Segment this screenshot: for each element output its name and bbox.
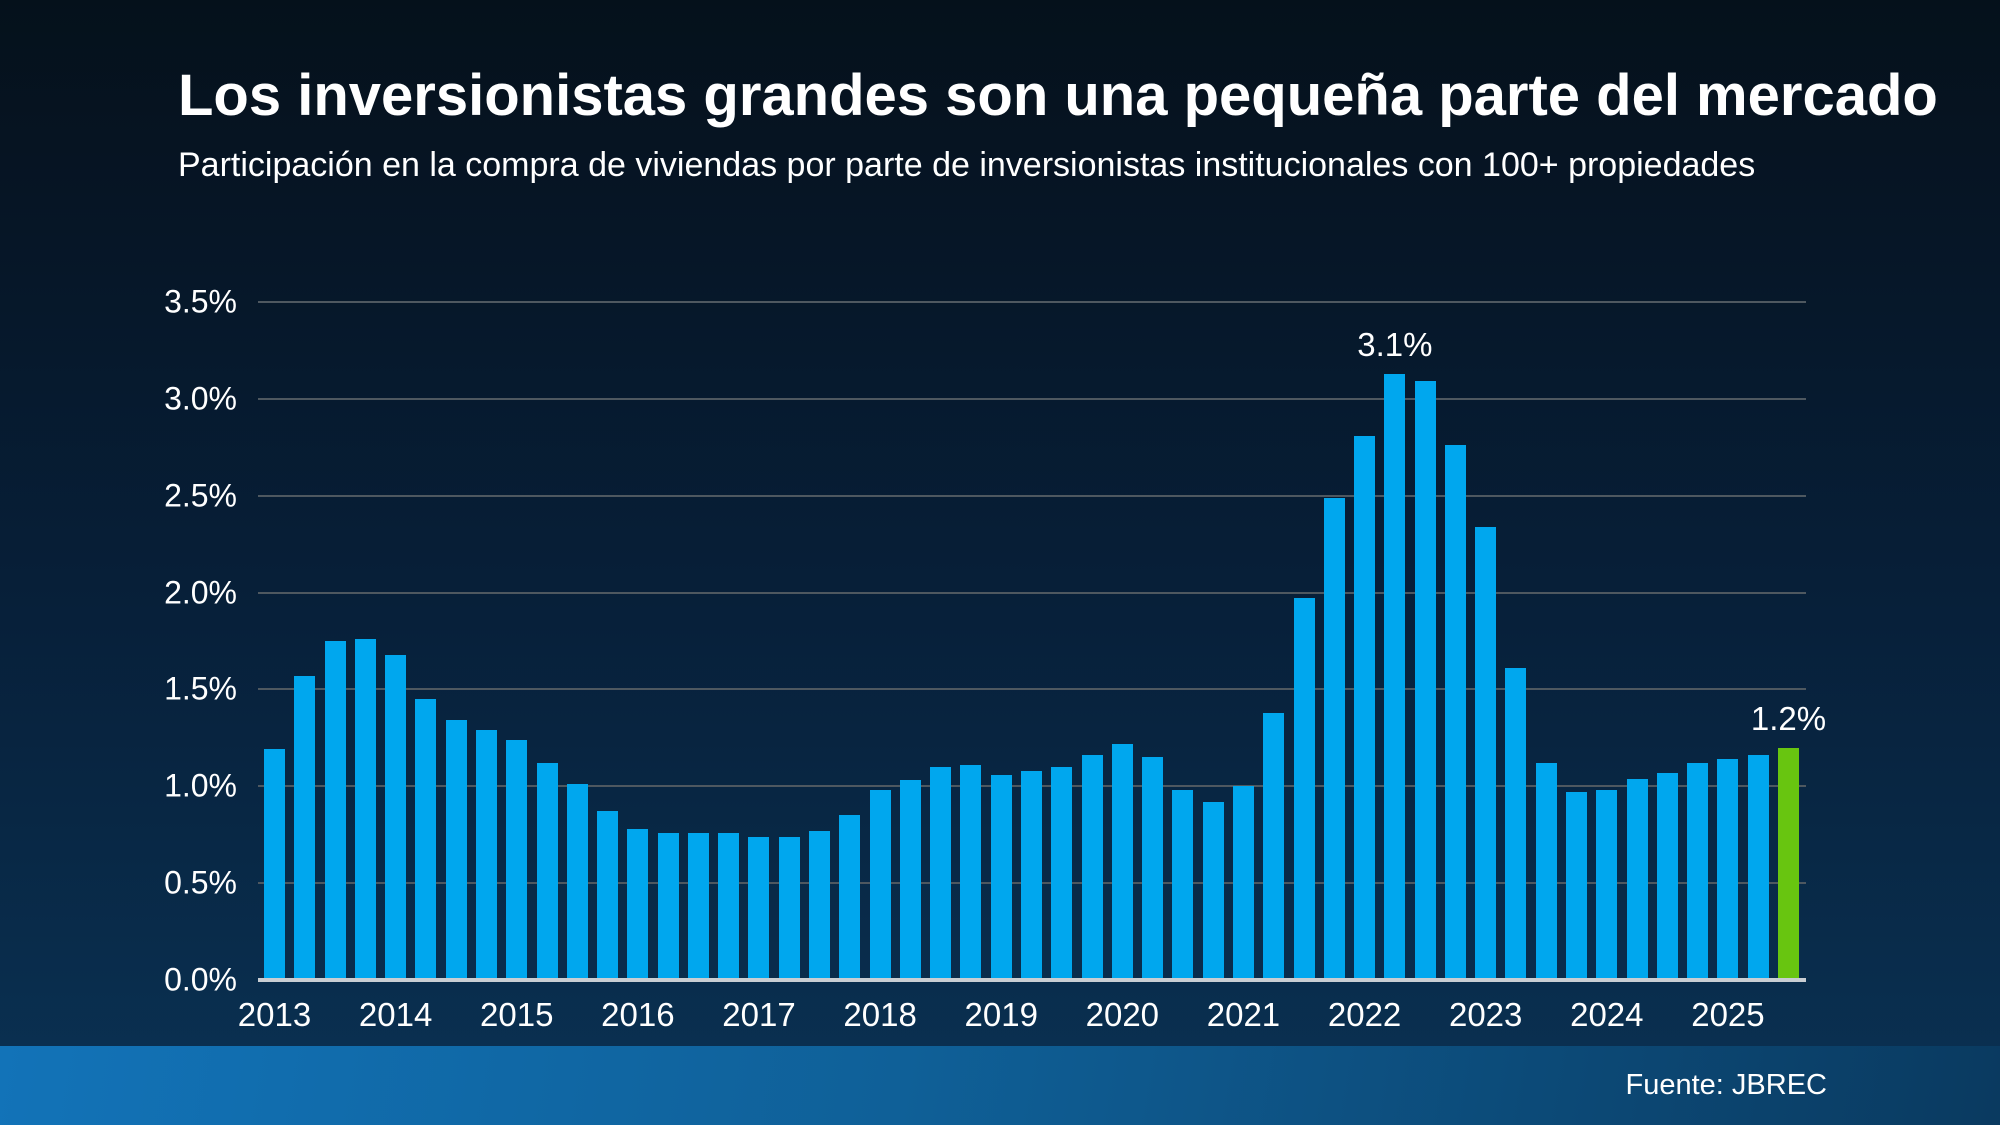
- x-axis-label-2014: 2014: [358, 996, 433, 1033]
- bar-2024-q2: [1626, 778, 1648, 980]
- x-axis-label-2021: 2021: [1206, 996, 1281, 1033]
- bar-2018-q2: [899, 780, 921, 980]
- source-text: Fuente: JBREC: [1625, 1069, 1827, 1101]
- bar-2024-q3: [1656, 772, 1678, 980]
- y-axis-label-2.5%: 2.5%: [164, 477, 237, 514]
- bar-2020-q1: [1111, 743, 1133, 980]
- bar-2016-q4: [718, 832, 740, 980]
- bar-2022-q1: [1354, 435, 1376, 980]
- bar-2022-q2: [1384, 373, 1406, 980]
- footer-band: Fuente: JBREC: [0, 1046, 2000, 1125]
- y-axis-label-1.5%: 1.5%: [164, 670, 237, 707]
- bar-2020-q3: [1172, 790, 1194, 980]
- bar-2020-q2: [1142, 757, 1164, 980]
- bar-2021-q1: [1232, 786, 1254, 980]
- bar-2014-q1: [385, 654, 407, 980]
- x-axis-label-2025: 2025: [1691, 996, 1765, 1033]
- chart-title: Los inversionistas grandes son una peque…: [178, 63, 1938, 128]
- bar-2023-q1: [1475, 526, 1497, 980]
- y-axis-label-3.0%: 3.0%: [164, 380, 237, 417]
- bar-2022-q4: [1444, 445, 1466, 980]
- bar-2018-q1: [869, 790, 891, 980]
- data-label-2025-q3: 1.2%: [1750, 699, 1827, 737]
- x-axis-label-2016: 2016: [601, 996, 675, 1033]
- x-axis-label-2023: 2023: [1448, 996, 1523, 1033]
- bar-2024-q4: [1687, 763, 1709, 980]
- bar-2021-q2: [1263, 712, 1285, 980]
- x-axis-label-2015: 2015: [480, 996, 554, 1033]
- bar-2017-q3: [809, 830, 831, 980]
- bar-2018-q4: [960, 764, 982, 980]
- bar-2025-q3: [1778, 747, 1799, 980]
- bar-2018-q3: [930, 766, 952, 980]
- bar-2023-q2: [1505, 668, 1527, 980]
- x-axis-label-2024: 2024: [1570, 996, 1644, 1033]
- bar-2021-q4: [1323, 497, 1345, 980]
- bar-2023-q3: [1535, 763, 1557, 980]
- data-label-2022-q2: 3.1%: [1357, 325, 1433, 363]
- bar-2019-q4: [1081, 755, 1103, 980]
- x-axis-label-2013: 2013: [237, 996, 312, 1033]
- x-axis-label-2020: 2020: [1085, 996, 1160, 1033]
- x-axis-label-2018: 2018: [843, 996, 917, 1033]
- gridline-0.0%: [258, 978, 1806, 982]
- bar-2016-q2: [657, 832, 679, 980]
- bar-2013-q2: [294, 675, 316, 980]
- bar-2022-q3: [1414, 381, 1436, 980]
- bar-2019-q3: [1051, 766, 1073, 980]
- bar-2017-q2: [778, 836, 800, 980]
- bar-2021-q3: [1293, 598, 1315, 980]
- x-axis-label-2022: 2022: [1327, 996, 1402, 1033]
- gridline-3.0%: [258, 397, 1806, 400]
- bar-2017-q4: [839, 815, 861, 980]
- x-axis-label-2017: 2017: [722, 996, 796, 1033]
- bar-2019-q1: [990, 774, 1012, 980]
- y-axis-label-0.5%: 0.5%: [164, 864, 237, 901]
- bar-2025-q2: [1747, 755, 1769, 980]
- bar-2019-q2: [1021, 770, 1042, 980]
- plot-area: 3.5% 3.0% 2.5% 2.0% 1.5% 1.0% 0.5% 0.0% 2013 2014…: [164, 284, 1826, 1034]
- gridline-2.5%: [258, 494, 1806, 497]
- bar-2025-q1: [1717, 759, 1739, 980]
- x-axis-label-2019: 2019: [964, 996, 1038, 1033]
- gridline-3.5%: [258, 301, 1806, 303]
- y-axis-label-2.0%: 2.0%: [164, 574, 237, 611]
- gridline-2.0%: [258, 591, 1806, 594]
- bar-2014-q2: [415, 699, 437, 980]
- bar-2020-q4: [1202, 801, 1224, 980]
- bar-2013-q1: [264, 749, 285, 980]
- bar-2016-q3: [687, 832, 709, 980]
- y-axis-label-0.0%: 0.0%: [164, 961, 237, 998]
- bar-2017-q1: [748, 836, 770, 980]
- y-axis-label-3.5%: 3.5%: [164, 283, 237, 320]
- bar-2024-q1: [1596, 790, 1618, 980]
- bar-2016-q1: [627, 828, 649, 980]
- bar-2014-q3: [445, 720, 467, 980]
- gridline-1.5%: [258, 688, 1806, 691]
- bar-2015-q4: [597, 811, 619, 980]
- chart-subtitle: Participación en la compra de viviendas …: [178, 146, 1756, 184]
- bar-2015-q3: [566, 784, 588, 980]
- bar-2023-q4: [1566, 792, 1588, 980]
- y-axis-label-1.0%: 1.0%: [164, 767, 237, 804]
- bar-2014-q4: [475, 730, 497, 980]
- bar-2013-q4: [354, 639, 376, 980]
- bar-2013-q3: [324, 641, 346, 980]
- bar-2015-q1: [506, 739, 528, 980]
- bar-2015-q2: [536, 763, 558, 980]
